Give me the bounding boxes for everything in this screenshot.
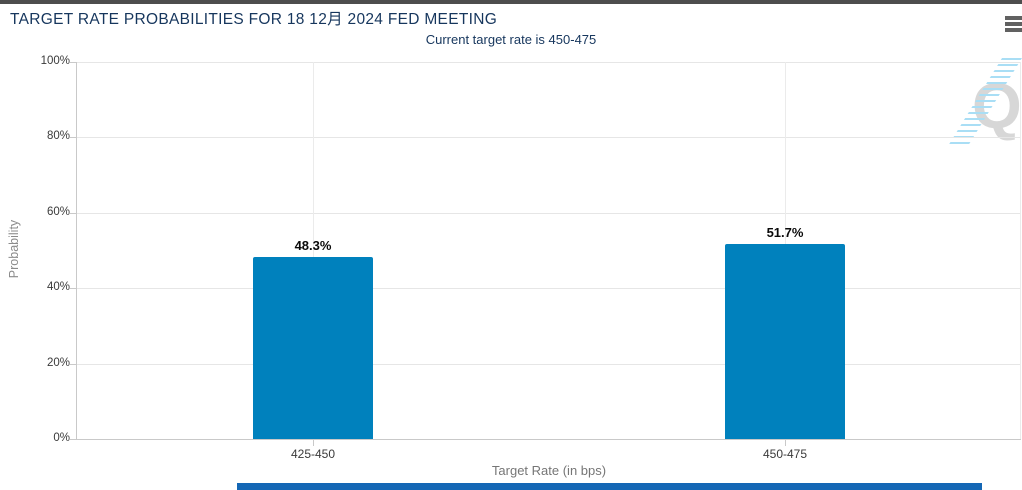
x-axis-title: Target Rate (in bps) [491,463,607,478]
y-tick-label: 100% [40,55,70,67]
bar-value-label: 48.3% [294,238,332,253]
y-gridline [77,62,1021,63]
x-tickmark [785,440,786,446]
x-axis-line [77,439,1021,440]
hamburger-bar [1005,22,1022,26]
x-tickmark [313,440,314,446]
hamburger-menu-icon[interactable] [1005,16,1022,34]
y-tickmark [70,364,77,365]
chart-subtitle: Current target rate is 450-475 [425,32,597,47]
hamburger-bar [1005,28,1022,32]
y-axis-title: Probability [7,219,21,279]
y-tickmark [70,213,77,214]
y-tick-label: 60% [46,206,70,218]
y-gridline [77,137,1021,138]
y-tick-label: 20% [46,357,70,369]
y-tickmark [70,439,77,440]
hamburger-bar [1005,16,1022,20]
y-gridline [77,364,1021,365]
y-tickmark [70,62,77,63]
bar-value-label: 51.7% [766,225,804,240]
x-category-label: 450-475 [762,447,808,461]
y-tick-label: 40% [46,281,70,293]
chart-title: TARGET RATE PROBABILITIES FOR 18 12月 202… [10,11,498,28]
y-tick-label: 80% [46,130,70,142]
x-category-label: 425-450 [290,447,336,461]
y-gridline [77,213,1021,214]
bottom-accent-bar [237,483,982,490]
y-tickmark [70,288,77,289]
plot-right-border [1020,62,1021,439]
bar[interactable] [725,244,845,439]
y-tickmark [70,137,77,138]
y-axis-line [76,62,77,439]
x-gridline [313,62,314,439]
y-tick-label: 0% [53,432,70,444]
watermark-logo: Q [948,58,1022,146]
bar[interactable] [253,257,373,439]
top-border-bar [0,0,1022,4]
y-gridline [77,288,1021,289]
